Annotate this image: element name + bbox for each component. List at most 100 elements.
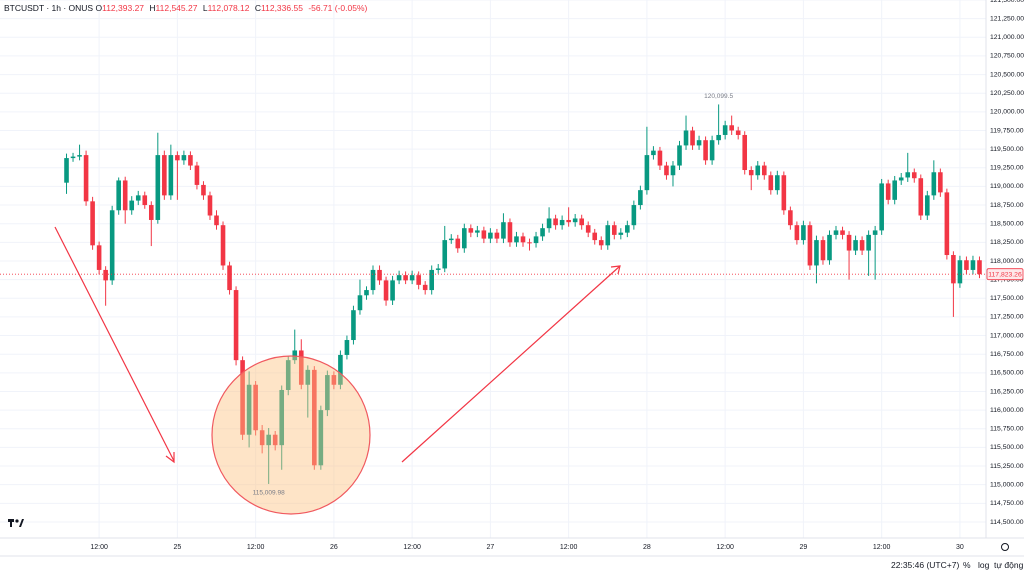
- y-tick-label: 116,250.00: [990, 388, 1024, 395]
- x-tick-label: 12:00: [560, 544, 578, 551]
- clock[interactable]: 22:35:46 (UTC+7): [891, 560, 960, 570]
- auto-toggle[interactable]: tự động: [994, 560, 1024, 570]
- candle-body: [481, 230, 487, 239]
- candle-body: [142, 195, 148, 206]
- candle-body: [944, 192, 950, 256]
- candle-body: [403, 275, 408, 281]
- candle-body: [938, 172, 943, 193]
- candle-body: [814, 240, 819, 266]
- candle-body: [690, 130, 695, 146]
- x-tick-label: 30: [956, 544, 964, 551]
- candle-body: [475, 230, 480, 233]
- candle-body: [240, 360, 245, 435]
- candle-body: [279, 389, 285, 446]
- candle-body: [905, 172, 911, 178]
- candle-body: [618, 232, 624, 235]
- candle-body: [435, 268, 441, 270]
- candle-body: [957, 260, 963, 284]
- change: -56.71 (-0.05%): [308, 3, 368, 13]
- candle-body: [585, 225, 591, 233]
- candle-body: [533, 236, 539, 244]
- candle-body: [885, 183, 891, 200]
- candle-body: [462, 228, 467, 249]
- candle-body: [488, 232, 493, 239]
- candle-body: [546, 218, 552, 229]
- candle-body: [207, 195, 213, 216]
- y-tick-label: 115,250.00: [990, 463, 1024, 470]
- candle-body: [175, 155, 180, 161]
- candle-body: [670, 165, 676, 176]
- candle-body: [964, 260, 969, 270]
- last-price-box: [986, 268, 1024, 281]
- candle-body: [840, 230, 845, 235]
- down-arrow-head: [165, 452, 175, 464]
- candle-body: [259, 430, 265, 446]
- y-tick-label: 119,250.00: [990, 165, 1024, 172]
- candle-body: [116, 180, 121, 211]
- candle-body: [872, 230, 878, 235]
- y-tick-label: 118,250.00: [990, 239, 1024, 246]
- candle-body: [416, 275, 421, 285]
- candle-body: [918, 178, 924, 216]
- high-price-label: 120,099.5: [704, 93, 733, 100]
- candle-body: [194, 165, 200, 185]
- candle-body: [592, 232, 598, 241]
- candle-body: [859, 240, 865, 251]
- y-tick-label: 115,000.00: [990, 481, 1024, 488]
- y-tick-label: 115,500.00: [990, 444, 1024, 451]
- candle-body: [540, 228, 545, 237]
- x-tick-label: 28: [643, 544, 651, 551]
- candle-body: [253, 384, 258, 431]
- candle-body: [338, 354, 343, 385]
- candle-body: [501, 222, 506, 239]
- y-tick-label: 120,250.00: [990, 90, 1024, 97]
- candle-body: [357, 295, 363, 311]
- candle-body: [507, 222, 513, 243]
- settings-icon[interactable]: [1001, 543, 1009, 551]
- x-tick-label: 12:00: [403, 544, 421, 551]
- candle-body: [96, 245, 102, 270]
- candle-body: [898, 177, 904, 181]
- candle-body: [103, 269, 108, 281]
- x-tick-label: 29: [800, 544, 808, 551]
- candle-body: [866, 234, 871, 251]
- candle-body: [559, 219, 565, 226]
- candle-body: [788, 210, 793, 226]
- candle-body: [377, 269, 382, 281]
- candle-body: [781, 175, 787, 211]
- candle-body: [70, 156, 76, 159]
- ohlc-value: 112,545.27: [155, 3, 198, 13]
- up-arrow-head: [610, 265, 621, 275]
- y-tick-label: 120,500.00: [990, 71, 1024, 78]
- candle-body: [801, 225, 806, 241]
- candle-body: [716, 134, 721, 141]
- candle-body: [664, 165, 669, 176]
- percent-toggle[interactable]: %: [963, 560, 971, 570]
- candle-body: [351, 310, 356, 341]
- candle-body: [370, 269, 376, 291]
- up-arrow: [401, 265, 621, 463]
- candle-body: [298, 350, 304, 385]
- candle-body: [272, 434, 278, 446]
- y-tick-label: 117,250.00: [990, 314, 1024, 321]
- candle-body: [931, 172, 937, 196]
- candle-body: [390, 280, 395, 301]
- y-tick-label: 121,000.00: [990, 34, 1024, 41]
- y-tick-label: 115,750.00: [990, 426, 1024, 433]
- candle-body: [677, 145, 682, 166]
- log-toggle[interactable]: log: [978, 560, 990, 570]
- candle-body: [638, 190, 643, 206]
- x-tick-label: 12:00: [247, 544, 265, 551]
- y-tick-label: 121,500.00: [990, 0, 1024, 4]
- candle-body: [442, 240, 448, 269]
- symbol[interactable]: BTCUSDT · 1h · ONUS: [4, 3, 94, 13]
- candle-body: [951, 255, 956, 284]
- ohlc-value: 112,393.27: [102, 3, 145, 13]
- y-tick-label: 114,750.00: [990, 500, 1024, 507]
- candle-body: [625, 225, 630, 233]
- candle-body: [807, 225, 813, 266]
- candle-body: [168, 155, 174, 196]
- candle-body: [827, 234, 832, 261]
